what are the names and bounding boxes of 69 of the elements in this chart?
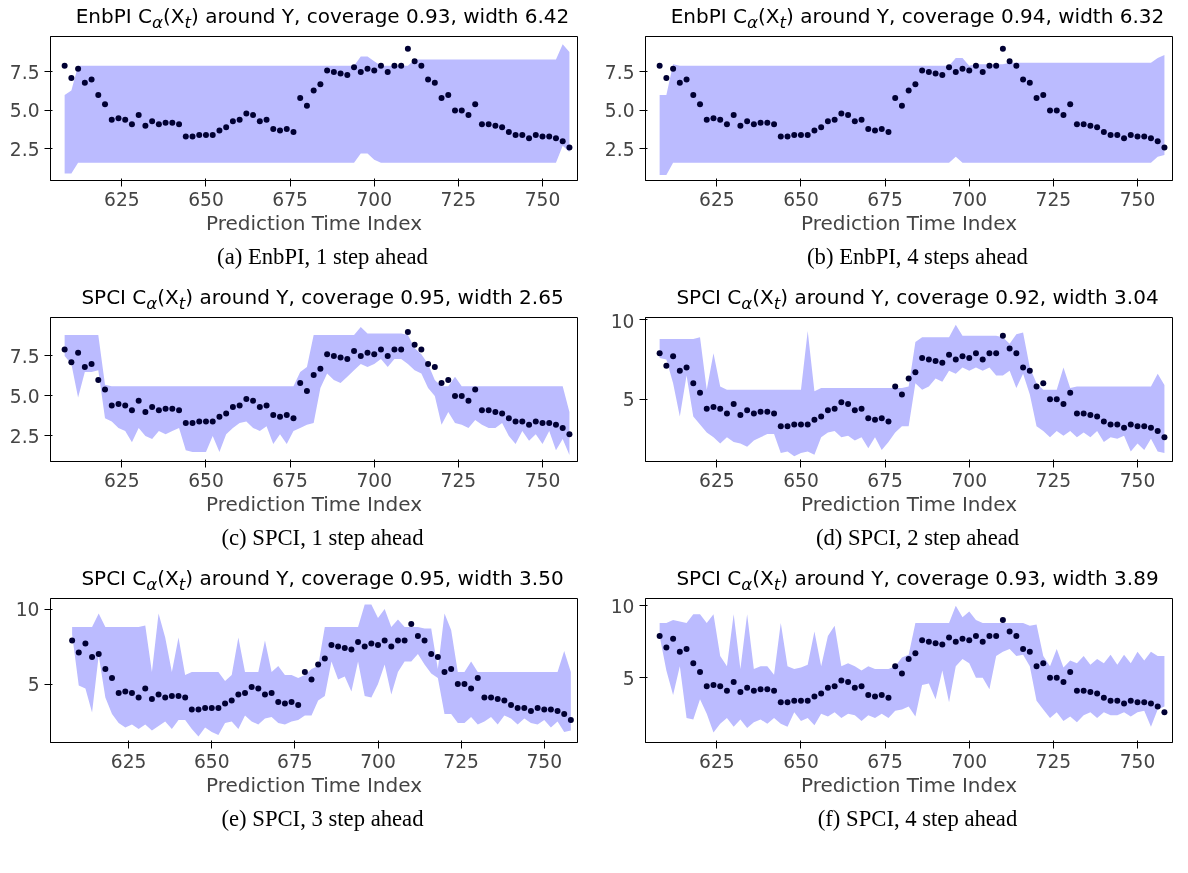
- x-tick-label: 650: [783, 469, 819, 491]
- chart-title: EnbPI C$_{α}$(X$_{t}$) around Y, coverage 0.94, width 6.32: [670, 4, 1165, 34]
- x-tick-label: 625: [104, 188, 140, 210]
- x-tick-label: 700: [951, 469, 988, 491]
- x-tick-label: 700: [356, 188, 393, 210]
- x-tick-label: 650: [783, 188, 819, 210]
- x-axis-title: Prediction Time Index: [800, 491, 1018, 516]
- y-tick-label: 2.5: [604, 138, 635, 160]
- text: (c) SPCI, 1 step ahead: [221, 524, 424, 552]
- y-tick-label: 10: [610, 595, 635, 617]
- text: (a) EnbPI, 1 step ahead: [217, 243, 428, 271]
- x-tick-label: 750: [1119, 750, 1156, 772]
- x-tick-label: 750: [1119, 188, 1156, 210]
- y-tick-label: 5: [622, 389, 635, 411]
- chart-title: SPCI C$_{α}$(X$_{t}$) around Y, coverage 0.95, width 2.65: [81, 285, 564, 315]
- text: (d) SPCI, 2 step ahead: [815, 524, 1020, 552]
- x-axis-title: Prediction Time Index: [205, 772, 423, 797]
- y-tick-label: 5.0: [9, 100, 40, 122]
- x-tick-label: 625: [104, 469, 140, 491]
- x-tick-label: 725: [443, 750, 479, 772]
- chart-title: SPCI C$_{α}$(X$_{t}$) around Y, coverage 0.95, width 3.50: [81, 566, 564, 596]
- x-tick-label: 675: [272, 188, 308, 210]
- x-tick-label: 625: [699, 750, 735, 772]
- x-tick-label: 725: [1035, 469, 1072, 491]
- y-tick-label: 5.0: [604, 100, 635, 122]
- y-tick-label: 10: [610, 310, 635, 332]
- x-tick-label: 650: [783, 750, 819, 772]
- x-axis-title: Prediction Time Index: [800, 210, 1018, 235]
- y-tick-label: 5: [622, 667, 635, 689]
- text: (e) SPCI, 3 step ahead: [221, 805, 424, 833]
- x-tick-label: 750: [524, 469, 561, 491]
- y-tick-label: 7.5: [9, 61, 40, 83]
- y-tick-label: 7.5: [9, 345, 40, 367]
- chart-title: SPCI C$_{α}$(X$_{t}$) around Y, coverage 0.93, width 3.89: [676, 566, 1159, 596]
- x-tick-label: 625: [699, 188, 735, 210]
- x-axis-title: Prediction Time Index: [205, 491, 423, 516]
- x-tick-label: 725: [440, 469, 477, 491]
- x-tick-label: 625: [110, 750, 147, 772]
- chart-title: SPCI C$_{α}$(X$_{t}$) around Y, coverage 0.92, width 3.04: [676, 285, 1159, 315]
- x-tick-label: 625: [699, 469, 735, 491]
- x-tick-label: 675: [277, 750, 313, 772]
- x-axis-title: Prediction Time Index: [205, 210, 423, 235]
- x-tick-label: 650: [193, 750, 230, 772]
- x-tick-label: 750: [1119, 469, 1156, 491]
- x-tick-label: 725: [1035, 750, 1072, 772]
- x-tick-label: 700: [951, 188, 988, 210]
- x-tick-label: 650: [188, 188, 224, 210]
- y-tick-label: 5.0: [9, 385, 40, 407]
- x-tick-label: 750: [526, 750, 563, 772]
- x-tick-label: 750: [524, 188, 561, 210]
- x-tick-label: 675: [867, 188, 903, 210]
- x-tick-label: 700: [356, 469, 393, 491]
- y-tick-label: 7.5: [604, 61, 635, 83]
- x-tick-label: 700: [951, 750, 988, 772]
- x-tick-label: 725: [1035, 188, 1072, 210]
- x-tick-label: 675: [867, 469, 903, 491]
- chart-title: EnbPI C$_{α}$(X$_{t}$) around Y, coverage 0.93, width 6.42: [75, 4, 570, 34]
- x-axis-title: Prediction Time Index: [800, 772, 1018, 797]
- x-tick-label: 650: [188, 469, 224, 491]
- y-tick-label: 2.5: [9, 138, 40, 160]
- y-tick-label: 5: [27, 674, 40, 695]
- x-tick-label: 700: [360, 750, 396, 772]
- y-tick-label: 2.5: [9, 425, 40, 447]
- text: (f) SPCI, 4 step ahead: [817, 805, 1018, 833]
- x-tick-label: 675: [867, 750, 903, 772]
- x-tick-label: 725: [440, 188, 477, 210]
- x-tick-label: 675: [272, 469, 308, 491]
- text: (b) EnbPI, 4 steps ahead: [807, 243, 1028, 271]
- y-tick-label: 10: [15, 599, 40, 620]
